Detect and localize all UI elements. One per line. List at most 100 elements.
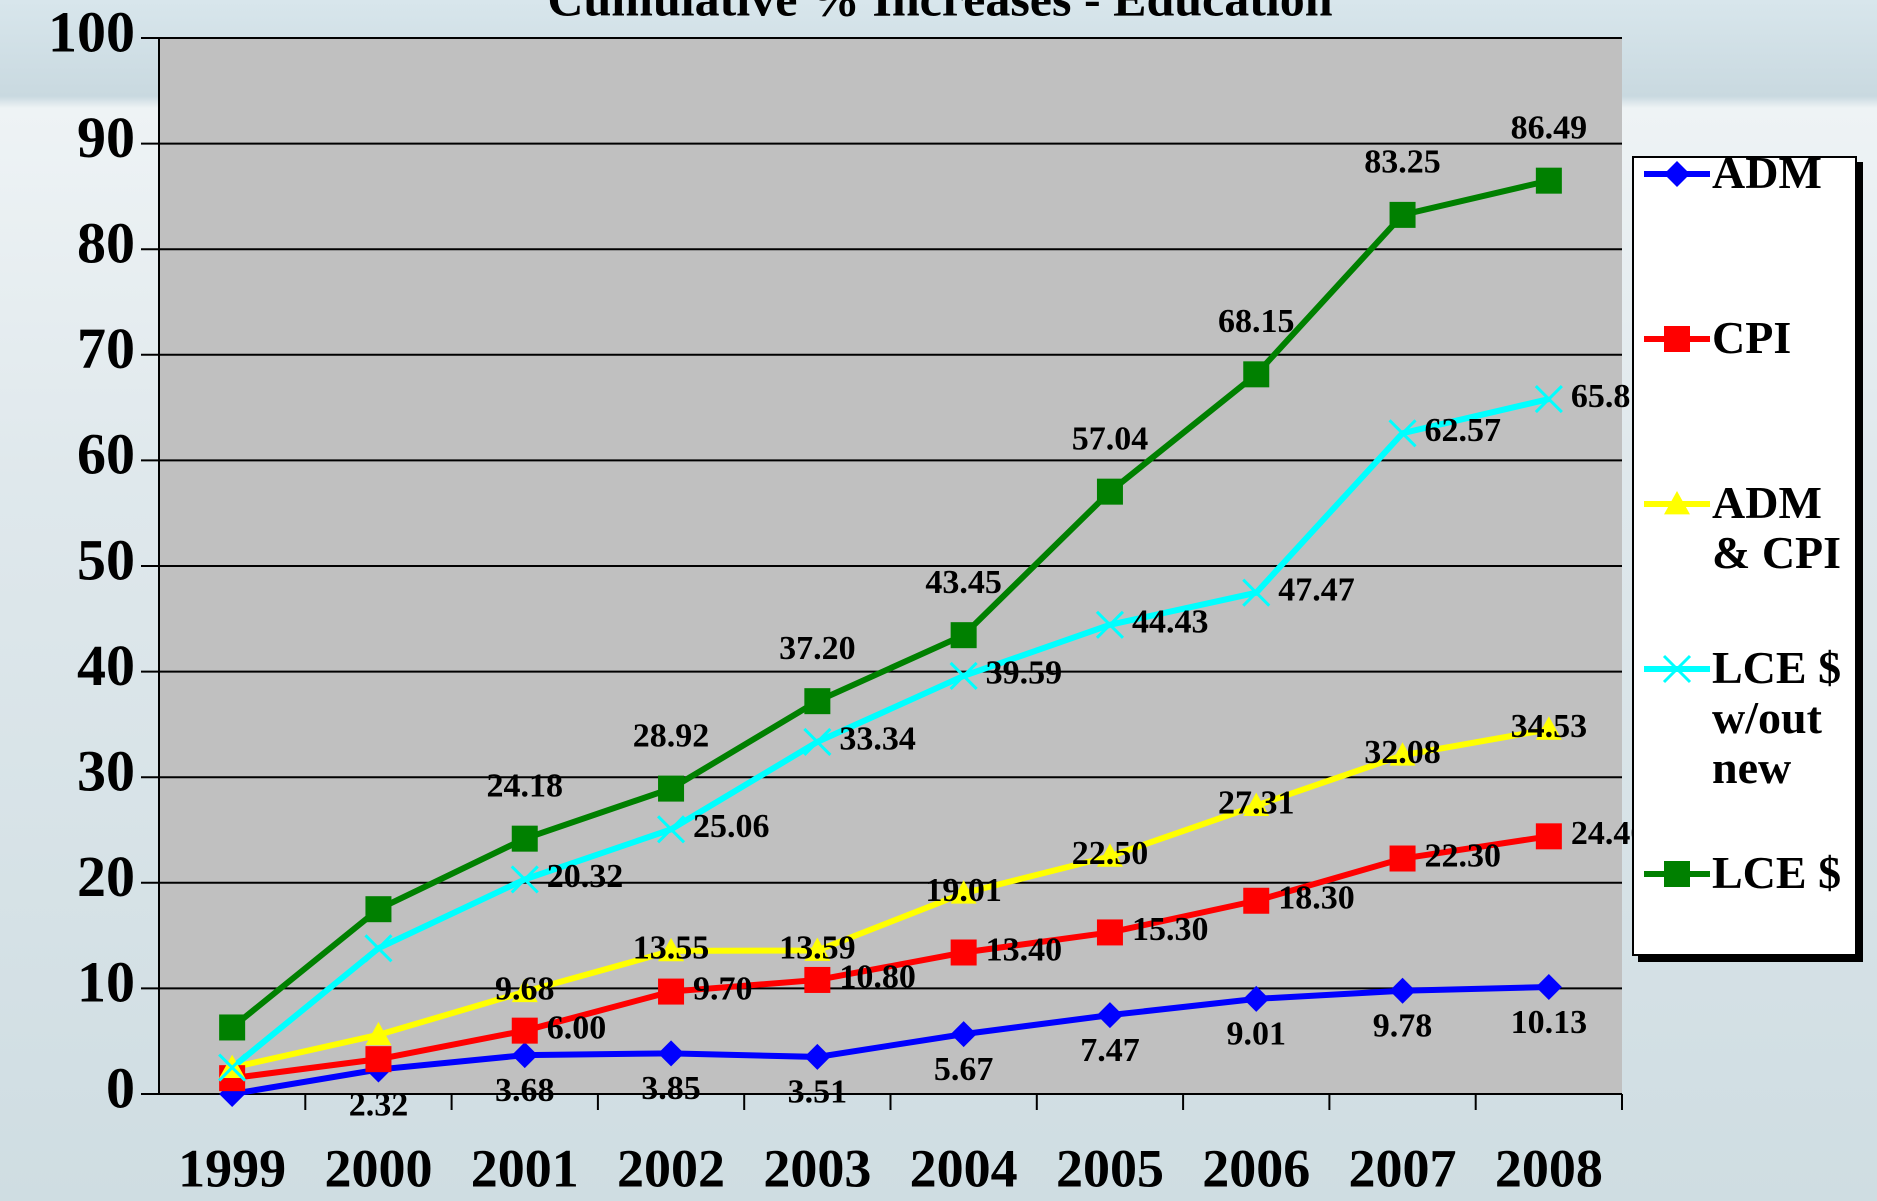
y-tick-label: 80	[77, 211, 135, 276]
legend-label: LCE $ w/out new	[1712, 643, 1842, 793]
legend-entry: LCE $	[1642, 848, 1842, 898]
data-label: 3.51	[788, 1074, 848, 1111]
data-label: 33.34	[839, 721, 916, 758]
x-tick-label: 1999	[178, 1138, 286, 1198]
data-label: 5.67	[934, 1051, 994, 1088]
y-tick-label: 70	[77, 316, 135, 381]
marker	[951, 622, 977, 648]
x-tick-label: 2004	[910, 1138, 1018, 1198]
marker	[658, 776, 684, 802]
data-label: 13.40	[986, 931, 1063, 968]
data-label: 47.47	[1278, 572, 1355, 609]
data-label: 57.04	[1072, 420, 1149, 457]
data-label: 39.59	[986, 655, 1063, 692]
page: Cumulative % Increases - Education 0 10 20…	[0, 0, 1877, 1201]
y-tick-label: 50	[77, 527, 135, 592]
y-tick-label: 0	[106, 1055, 135, 1120]
data-label: 9.70	[693, 970, 753, 1007]
marker	[512, 1018, 538, 1044]
data-label: 34.53	[1511, 708, 1588, 745]
data-label: 9.78	[1373, 1008, 1433, 1045]
data-label: 9.68	[495, 971, 555, 1008]
marker	[219, 1014, 245, 1040]
marker	[365, 1046, 391, 1072]
data-label: 44.43	[1132, 604, 1209, 641]
legend-entry: LCE $ w/out new	[1642, 643, 1842, 793]
x-tick-label: 2005	[1056, 1138, 1164, 1198]
data-label: 83.25	[1364, 144, 1441, 181]
marker	[804, 967, 830, 993]
marker	[1390, 846, 1416, 872]
y-tick-label: 20	[77, 844, 135, 909]
data-label: 18.30	[1278, 880, 1355, 917]
marker	[1390, 202, 1416, 228]
marker	[365, 896, 391, 922]
data-label: 15.30	[1132, 911, 1209, 948]
marker	[951, 939, 977, 965]
x-tick-label: 2006	[1202, 1138, 1310, 1198]
legend-swatch	[1642, 649, 1712, 689]
marker	[1536, 823, 1562, 849]
legend-label: CPI	[1712, 313, 1842, 363]
legend-swatch	[1642, 484, 1712, 524]
legend-entry: ADM	[1642, 148, 1842, 198]
legend-marker	[1664, 326, 1690, 352]
marker	[1097, 919, 1123, 945]
data-label: 28.92	[633, 717, 710, 754]
data-label: 2.32	[349, 1086, 409, 1123]
legend-label: LCE $	[1712, 848, 1842, 898]
legend-swatch	[1642, 319, 1712, 359]
data-label: 27.31	[1218, 784, 1295, 821]
y-tick-label: 10	[77, 950, 135, 1015]
y-tick-label: 90	[77, 105, 135, 170]
marker	[658, 979, 684, 1005]
marker	[1243, 888, 1269, 914]
legend-marker	[1664, 161, 1690, 187]
data-label: 19.01	[925, 872, 1002, 909]
data-label: 68.15	[1218, 303, 1295, 340]
y-tick-label: 40	[77, 633, 135, 698]
data-label: 43.45	[925, 564, 1002, 601]
y-tick-label: 100	[48, 0, 135, 64]
legend-swatch	[1642, 154, 1712, 194]
data-label: 6.00	[547, 1009, 607, 1046]
data-label: 37.20	[779, 630, 856, 667]
x-tick-label: 2000	[324, 1138, 432, 1198]
y-tick-label: 60	[77, 422, 135, 487]
legend-label: ADM	[1712, 148, 1842, 198]
data-label: 7.47	[1080, 1032, 1140, 1069]
legend-label: ADM & CPI	[1712, 478, 1842, 578]
data-label: 20.32	[547, 858, 624, 895]
data-label: 3.68	[495, 1072, 555, 1109]
legend-entry: CPI	[1642, 313, 1842, 363]
data-label: 13.55	[633, 930, 710, 967]
x-tick-label: 2003	[763, 1138, 871, 1198]
x-tick-label: 2008	[1495, 1138, 1603, 1198]
x-tick-label: 2007	[1349, 1138, 1457, 1198]
legend-swatch	[1642, 854, 1712, 894]
chart-title: Cumulative % Increases - Education	[547, 0, 1332, 26]
data-label: 62.57	[1425, 412, 1502, 449]
data-label: 13.59	[779, 929, 856, 966]
data-label: 22.30	[1425, 837, 1502, 874]
y-tick-label: 30	[77, 739, 135, 804]
data-label: 32.08	[1364, 734, 1441, 771]
marker	[512, 826, 538, 852]
data-label: 3.85	[641, 1070, 701, 1107]
legend-entry: ADM & CPI	[1642, 478, 1842, 578]
data-label: 22.50	[1072, 835, 1149, 872]
legend-marker	[1664, 861, 1690, 887]
x-tick-label: 2001	[471, 1138, 579, 1198]
x-tick-label: 2002	[617, 1138, 725, 1198]
data-label: 86.49	[1511, 109, 1588, 146]
marker	[804, 688, 830, 714]
data-label: 9.01	[1227, 1016, 1287, 1053]
data-label: 24.18	[487, 767, 564, 804]
marker	[1536, 168, 1562, 194]
chart: Cumulative % Increases - Education 0 10 20…	[0, 0, 1877, 1201]
marker	[1097, 479, 1123, 505]
data-label: 10.13	[1511, 1004, 1588, 1041]
marker	[1243, 361, 1269, 387]
data-label: 25.06	[693, 808, 770, 845]
